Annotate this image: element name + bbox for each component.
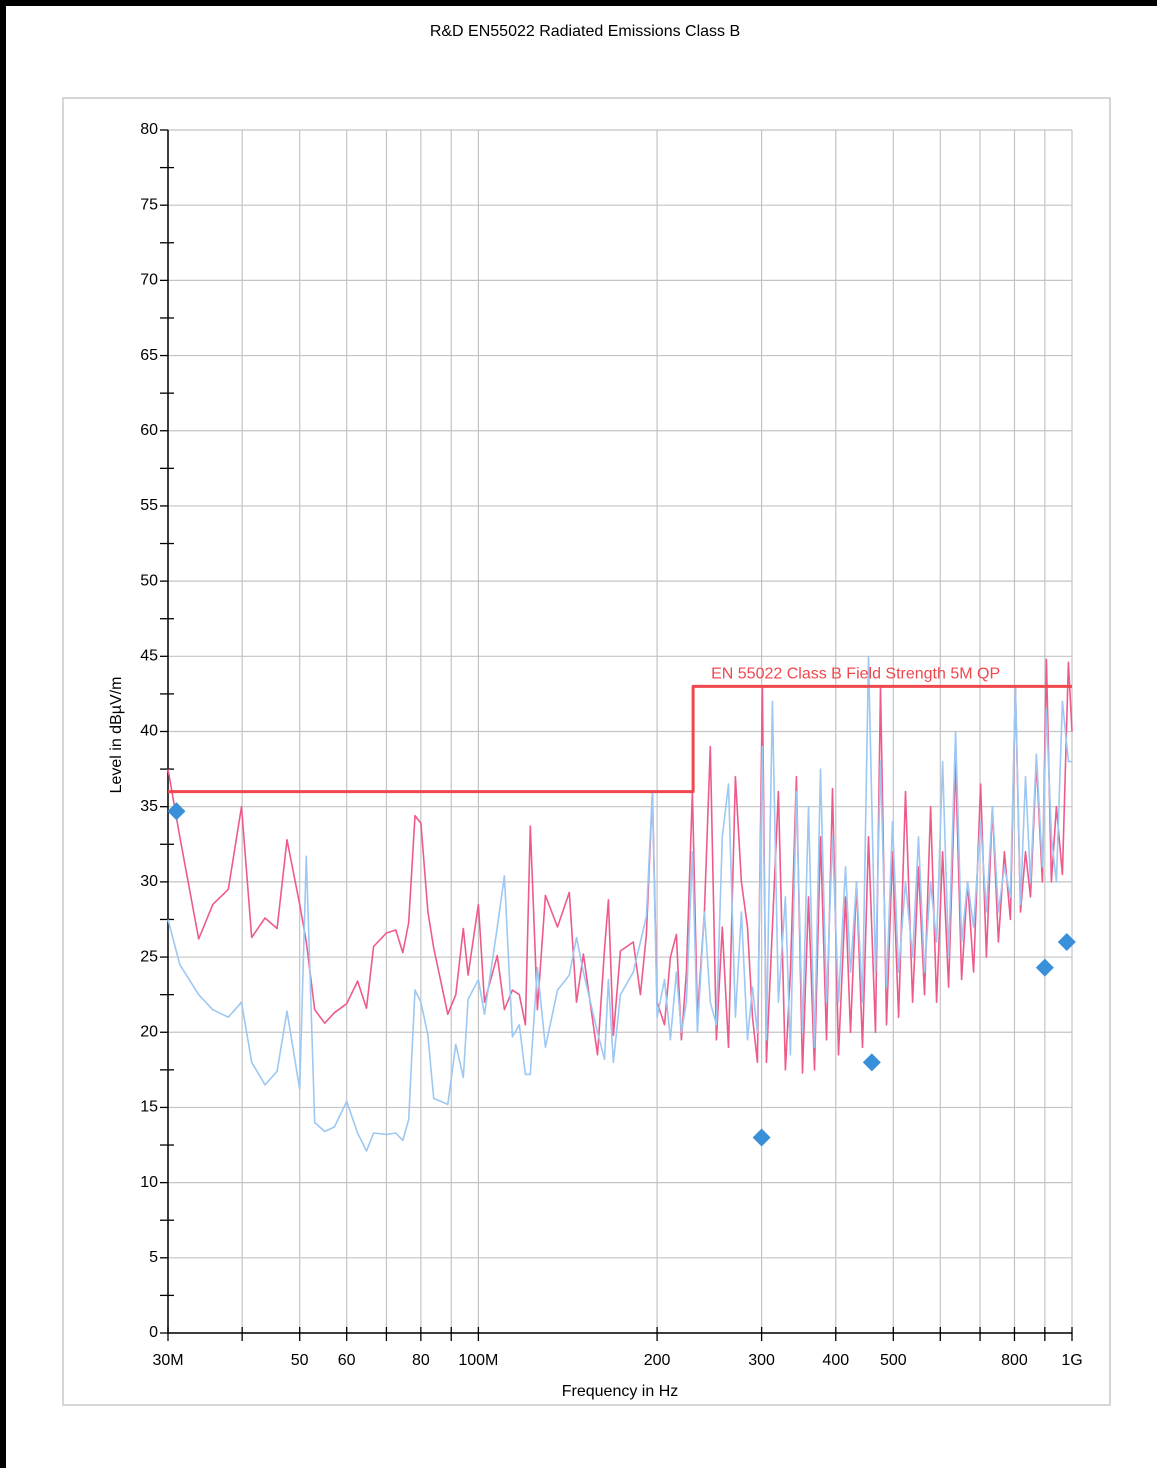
x-tick-label: 400 xyxy=(822,1352,849,1369)
marker xyxy=(862,1053,881,1072)
y-tick-label: 75 xyxy=(140,196,158,213)
trace-line xyxy=(167,655,1072,1152)
x-axis-label: Frequency in Hz xyxy=(562,1383,679,1400)
y-tick-label: 30 xyxy=(140,873,158,890)
x-tick-label: 80 xyxy=(412,1352,430,1369)
marker xyxy=(752,1128,771,1147)
y-tick-label: 70 xyxy=(140,272,158,289)
y-tick-label: 60 xyxy=(140,422,158,439)
x-tick-label: 60 xyxy=(338,1352,356,1369)
x-tick-label: 1G xyxy=(1061,1352,1082,1369)
y-tick-label: 80 xyxy=(140,121,158,138)
x-tick-label: 200 xyxy=(644,1352,671,1369)
y-tick-label: 45 xyxy=(140,648,158,665)
y-tick-label: 0 xyxy=(149,1324,158,1341)
plot-frame xyxy=(62,97,1111,1406)
y-tick-label: 15 xyxy=(140,1099,158,1116)
marker xyxy=(167,802,186,821)
y-tick-label: 65 xyxy=(140,347,158,364)
y-tick-label: 35 xyxy=(140,798,158,815)
y-tick-label: 10 xyxy=(140,1174,158,1191)
y-axis-label: Level in dBµV/m xyxy=(108,677,125,794)
x-tick-label: 800 xyxy=(1001,1352,1028,1369)
y-tick-label: 25 xyxy=(140,948,158,965)
x-tick-label: 500 xyxy=(880,1352,907,1369)
y-tick-label: 20 xyxy=(140,1023,158,1040)
y-tick-label: 55 xyxy=(140,497,158,514)
x-tick-label: 100M xyxy=(458,1352,498,1369)
y-tick-label: 40 xyxy=(140,723,158,740)
x-tick-label: 30M xyxy=(152,1352,183,1369)
x-tick-label: 300 xyxy=(748,1352,775,1369)
limit-label: EN 55022 Class B Field Strength 5M QP xyxy=(711,666,1000,683)
trace-line xyxy=(167,658,1073,1074)
x-tick-label: 50 xyxy=(291,1352,309,1369)
y-tick-label: 5 xyxy=(149,1249,158,1266)
limit-line xyxy=(168,684,1072,794)
marker xyxy=(1035,958,1054,977)
chart-title: R&D EN55022 Radiated Emissions Class B xyxy=(430,23,740,40)
y-tick-label: 50 xyxy=(140,572,158,589)
marker xyxy=(1057,933,1076,952)
